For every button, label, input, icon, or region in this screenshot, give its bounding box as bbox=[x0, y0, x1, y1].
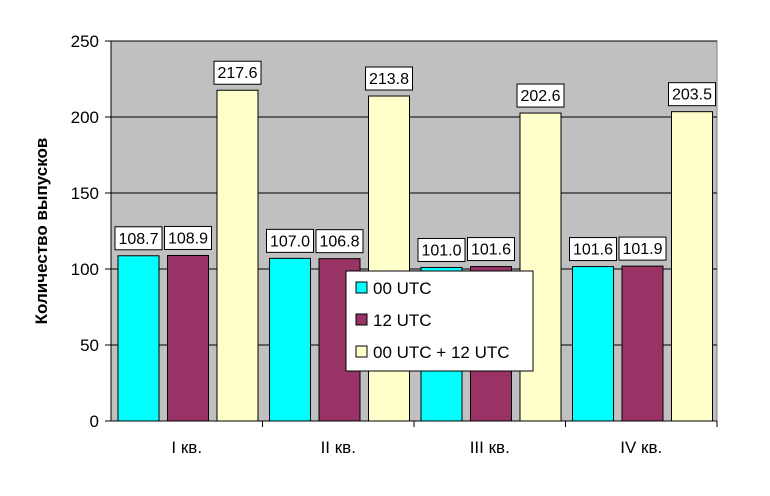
data-label-box bbox=[467, 237, 515, 262]
data-label-box bbox=[569, 237, 617, 262]
data-label-box bbox=[213, 60, 262, 85]
bar bbox=[216, 89, 259, 422]
x-tick-label: II кв. bbox=[321, 438, 356, 457]
bar bbox=[671, 111, 713, 422]
data-label-box bbox=[164, 225, 212, 250]
bar bbox=[368, 95, 410, 422]
y-tick-label: 250 bbox=[71, 32, 99, 51]
data-label: 108.7 bbox=[118, 231, 158, 248]
legend: 00 UTC 12 UTC 00 UTC + 12 UTC bbox=[345, 270, 534, 372]
data-labels: 108.7 108.9 217.6 107.0 106.8 213.8 101.0 101.6… bbox=[114, 60, 716, 262]
x-tick-label: III кв. bbox=[470, 438, 510, 457]
x-tick-label: IV кв. bbox=[620, 438, 662, 457]
y-tick-label: 150 bbox=[71, 184, 99, 203]
data-label: 203.5 bbox=[672, 87, 712, 104]
legend-swatch bbox=[355, 345, 368, 358]
data-label-box bbox=[668, 82, 716, 107]
legend-label: 12 UTC bbox=[373, 311, 432, 330]
legend-label: 00 UTC + 12 UTC bbox=[373, 343, 510, 362]
y-tick-label: 200 bbox=[71, 108, 99, 127]
bar bbox=[167, 254, 209, 422]
y-axis-title: Количество выпусков bbox=[32, 138, 51, 325]
data-label: 101.6 bbox=[471, 242, 511, 259]
data-label: 107.0 bbox=[270, 233, 310, 250]
y-tick-label: 50 bbox=[80, 336, 99, 355]
data-label-box bbox=[417, 237, 466, 262]
y-tick-label: 100 bbox=[71, 260, 99, 279]
bar bbox=[572, 266, 614, 422]
gridlines bbox=[111, 40, 717, 346]
legend-swatch bbox=[355, 281, 368, 294]
legend-box bbox=[345, 270, 534, 372]
axes: 0 50 100 150 200 250 I кв. II кв. III кв. IV кв. bbox=[71, 32, 718, 457]
data-label: 217.6 bbox=[217, 65, 257, 82]
data-label: 202.6 bbox=[520, 88, 560, 105]
data-label: 101.0 bbox=[421, 242, 461, 259]
data-label-box bbox=[516, 83, 565, 108]
data-label-box bbox=[618, 236, 667, 261]
x-tick-label: I кв. bbox=[171, 438, 202, 457]
data-label: 101.6 bbox=[573, 242, 613, 259]
legend-swatch bbox=[355, 313, 368, 326]
bar bbox=[117, 255, 160, 422]
data-label: 108.9 bbox=[168, 230, 208, 247]
data-label-box bbox=[266, 228, 314, 253]
bar bbox=[621, 265, 664, 422]
data-label-box bbox=[315, 229, 364, 254]
y-tick-label: 0 bbox=[90, 412, 99, 431]
data-label: 106.8 bbox=[319, 234, 359, 251]
data-label: 213.8 bbox=[369, 71, 409, 88]
data-label: 101.9 bbox=[622, 241, 662, 258]
bar bbox=[519, 112, 562, 422]
bar bbox=[269, 257, 311, 422]
data-label-box bbox=[114, 226, 163, 251]
data-label-box bbox=[365, 66, 413, 91]
legend-label: 00 UTC bbox=[373, 279, 432, 298]
